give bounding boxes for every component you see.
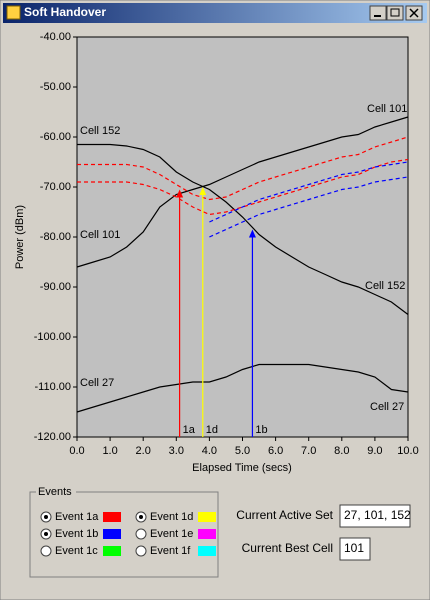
best-cell-field[interactable]: [339, 537, 371, 561]
y-tick-label: -50.00: [40, 81, 71, 93]
x-tick-label: 6.0: [268, 445, 283, 457]
event-label: 1a: [183, 424, 196, 436]
x-tick-label: 3.0: [169, 445, 184, 457]
events-title: Events: [38, 486, 72, 498]
maximize-icon: [390, 8, 400, 17]
line-label: Cell 152: [365, 280, 405, 292]
active-set-label: Current Active Set: [236, 508, 333, 522]
x-tick-label: 10.0: [397, 445, 418, 457]
x-tick-label: 4.0: [202, 445, 217, 457]
line-label: Cell 101: [367, 103, 407, 115]
window-buttons: [369, 5, 423, 21]
series-line: [76, 116, 409, 268]
x-tick-label: 2.0: [136, 445, 151, 457]
active-set-field[interactable]: [339, 504, 411, 528]
line-label: Cell 27: [370, 401, 404, 413]
event-item-label: Event 1a: [55, 511, 99, 523]
x-tick-label: 9.0: [367, 445, 382, 457]
event-item-label: Event 1b: [55, 528, 98, 540]
event-color-swatch: [103, 512, 121, 522]
series-line: [209, 161, 409, 223]
active-set-value: 27, 101, 152: [344, 508, 411, 522]
x-axis-title: Elapsed Time (secs): [192, 462, 292, 474]
x-tick-label: 7.0: [301, 445, 316, 457]
series-line: [77, 143, 409, 315]
radio-button[interactable]: [40, 545, 52, 557]
x-tick-label: 1.0: [102, 445, 117, 457]
y-tick-label: -90.00: [40, 281, 71, 293]
radio-dot: [44, 515, 48, 519]
x-tick-label: 5.0: [235, 445, 250, 457]
event-item-label: Event 1f: [150, 545, 191, 557]
y-tick-label: -70.00: [40, 181, 71, 193]
event-arrow-head: [248, 229, 256, 238]
radio-button[interactable]: [135, 545, 147, 557]
x-tick-label: 8.0: [334, 445, 349, 457]
best-cell-label: Current Best Cell: [242, 541, 333, 555]
y-tick-label: -120.00: [34, 431, 71, 443]
series-line: [209, 176, 409, 238]
radio-dot: [44, 532, 48, 536]
y-tick-label: -80.00: [40, 231, 71, 243]
event-color-swatch: [103, 546, 121, 556]
event-item-label: Event 1c: [55, 545, 98, 557]
maximize-button[interactable]: [386, 5, 404, 21]
event-color-swatch: [103, 529, 121, 539]
event-arrow-head: [199, 187, 207, 195]
y-tick-label: -110.00: [35, 381, 72, 393]
plot-area: [76, 36, 409, 438]
minimize-button[interactable]: [369, 5, 387, 21]
y-tick-label: -60.00: [40, 131, 71, 143]
events-title-bg: [36, 484, 76, 498]
x-tick-label: 0.0: [69, 445, 84, 457]
radio-dot: [139, 515, 143, 519]
y-tick-label: -100.00: [34, 331, 71, 343]
window-title: Soft Handover: [24, 5, 106, 19]
y-axis-title: Power (dBm): [14, 205, 26, 269]
line-label: Cell 101: [80, 229, 120, 241]
y-tick-label: -40.00: [40, 31, 71, 43]
best-cell-value: 101: [344, 541, 364, 555]
event-item-label: Event 1d: [150, 511, 193, 523]
series-line: [77, 136, 409, 201]
close-icon: [409, 8, 419, 18]
line-label: Cell 152: [80, 125, 120, 137]
event-color-swatch: [198, 529, 216, 539]
series-line: [77, 158, 409, 216]
title-bar: [3, 3, 427, 23]
event-item-label: Event 1e: [150, 528, 193, 540]
radio-button[interactable]: [135, 528, 147, 540]
event-label: 1b: [255, 424, 267, 436]
event-arrow-head: [176, 189, 184, 198]
events-group: [29, 491, 219, 578]
event-color-swatch: [198, 512, 216, 522]
event-label: 1d: [206, 424, 218, 436]
app-icon: [6, 5, 21, 20]
event-color-swatch: [198, 546, 216, 556]
series-line: [76, 363, 409, 413]
line-label: Cell 27: [80, 377, 114, 389]
